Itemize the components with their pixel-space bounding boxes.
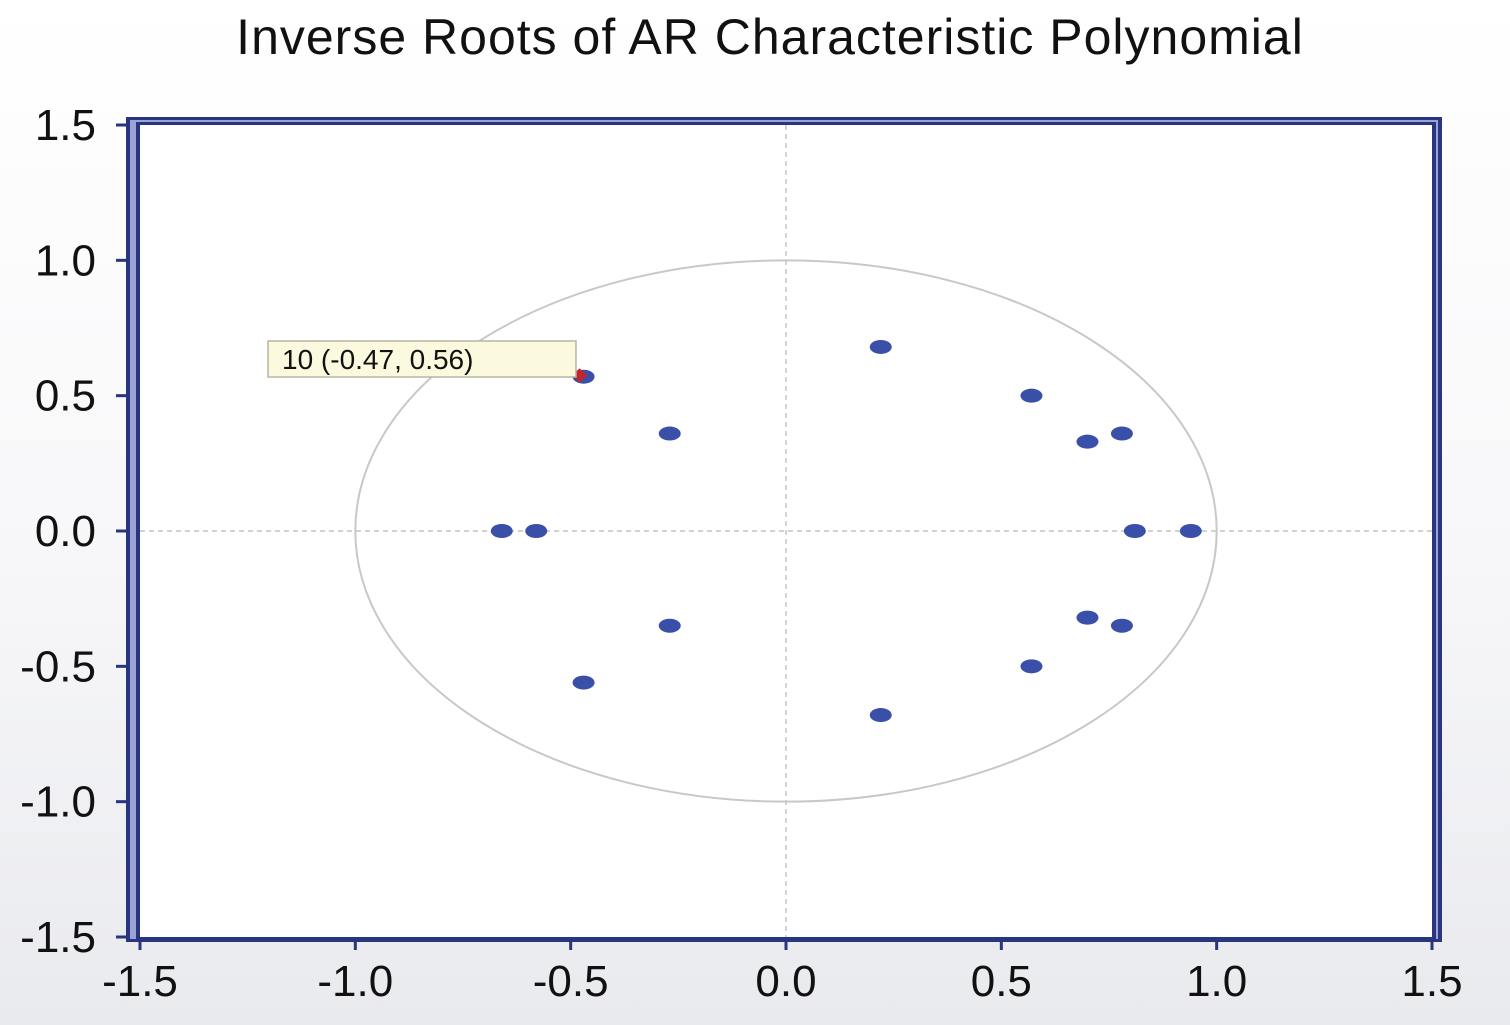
x-tick-label: 0.5	[971, 957, 1032, 1006]
y-axis: 1.5 1.0 0.5 0.0 -0.5 -1.0 -1.5	[20, 101, 126, 962]
root-point[interactable]	[525, 524, 548, 538]
y-tick-label: -1.5	[20, 913, 96, 962]
unit-circle	[354, 259, 1218, 803]
root-point[interactable]	[869, 708, 892, 723]
x-tick-label: -0.5	[533, 957, 609, 1006]
plot-frame	[126, 117, 1442, 942]
root-point[interactable]	[869, 339, 892, 354]
root-point[interactable]	[1123, 524, 1146, 538]
root-point[interactable]	[1110, 618, 1133, 633]
root-point[interactable]	[658, 426, 681, 441]
chart-title: Inverse Roots of AR Characteristic Polyn…	[236, 9, 1304, 65]
y-tick-label: -0.5	[20, 642, 96, 691]
x-tick-label: -1.0	[317, 957, 393, 1006]
y-tick-label: -1.0	[20, 778, 96, 827]
root-point[interactable]	[1020, 659, 1043, 674]
x-axis: -1.5 -1.0 -0.5 0.0 0.5 1.0 1.5	[102, 942, 1463, 1006]
point-tooltip: 10 (-0.47, 0.56)	[267, 340, 588, 383]
root-point[interactable]	[658, 618, 681, 633]
y-tick-label: 0.5	[35, 372, 96, 421]
tooltip-label: 10 (-0.47, 0.56)	[282, 344, 473, 375]
unit-circle-path	[354, 259, 1218, 803]
root-point[interactable]	[490, 524, 513, 538]
root-point[interactable]	[1076, 610, 1099, 625]
y-tick-label: 1.5	[35, 101, 96, 150]
root-point[interactable]	[1020, 388, 1043, 403]
x-tick-label: 1.5	[1401, 957, 1462, 1006]
y-tick-label: 0.0	[35, 507, 96, 556]
root-point[interactable]	[572, 675, 595, 690]
root-points	[490, 339, 1202, 723]
tooltip-box	[267, 340, 577, 378]
root-point[interactable]	[1179, 524, 1202, 538]
root-point[interactable]	[1076, 434, 1099, 449]
x-tick-label: -1.5	[102, 957, 178, 1006]
x-tick-label: 0.0	[755, 957, 816, 1006]
y-tick-label: 1.0	[35, 236, 96, 285]
x-tick-label: 1.0	[1186, 957, 1247, 1006]
root-point[interactable]	[1110, 426, 1133, 441]
